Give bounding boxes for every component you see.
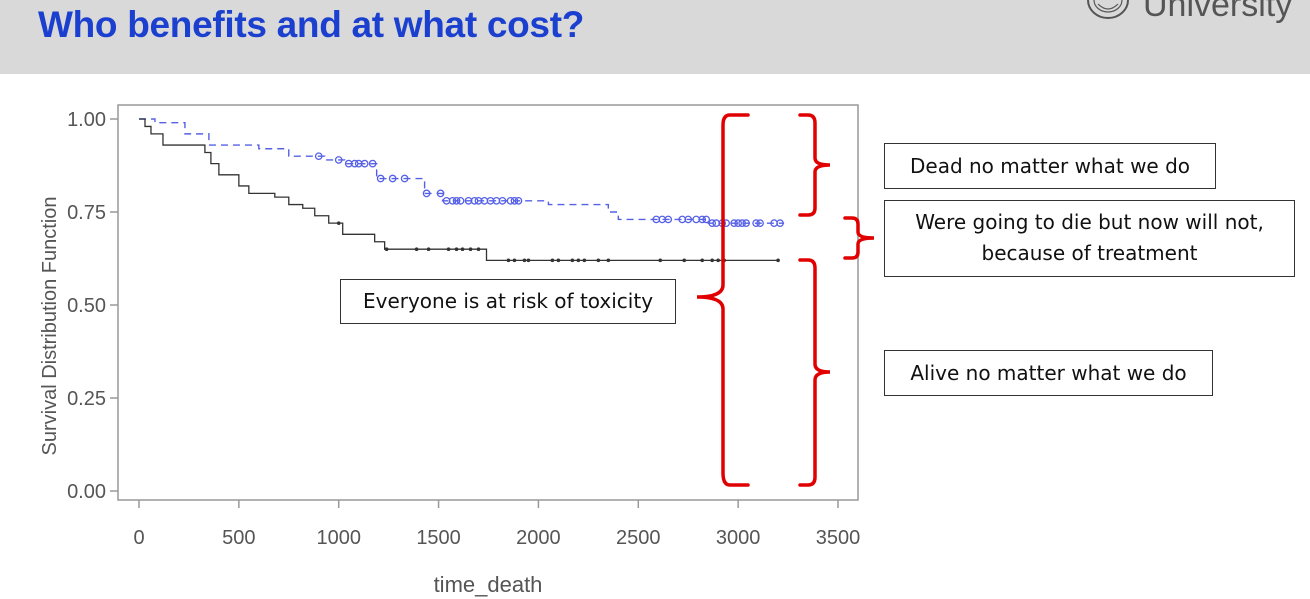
censor-mark-series-2 [576, 258, 581, 263]
x-tick-label: 2500 [616, 527, 661, 549]
x-tick-label: 1500 [416, 527, 461, 549]
y-tick-label: 0.50 [67, 295, 106, 317]
censor-mark-series-1 [730, 219, 738, 228]
censor-mark-series-1 [498, 196, 507, 205]
censor-mark-series-1 [376, 174, 385, 183]
benefit-bracket [843, 216, 875, 260]
censor-mark-series-2 [682, 258, 687, 263]
censor-mark-series-1 [664, 215, 673, 224]
callout-benefit: Were going to die but now will not, beca… [884, 200, 1295, 277]
censor-mark-series-1 [452, 196, 461, 205]
censor-mark-series-1 [388, 174, 397, 183]
censor-mark-series-1 [752, 219, 760, 228]
censor-mark-series-1 [470, 196, 479, 205]
censor-mark-series-1 [734, 219, 742, 228]
censor-mark-series-1 [708, 219, 717, 228]
x-tick-label: 0 [133, 527, 144, 549]
callout-toxicity: Everyone is at risk of toxicity [340, 279, 676, 324]
censor-mark-series-1 [738, 219, 746, 228]
risk-bracket [696, 113, 750, 487]
censor-mark-series-1 [360, 159, 369, 168]
censor-mark-series-2 [454, 247, 459, 251]
x-tick-label: 500 [222, 527, 255, 549]
callout-alive: Alive no matter what we do [884, 350, 1213, 396]
censor-mark-series-1 [742, 219, 750, 228]
x-tick-label: 2000 [516, 527, 561, 549]
censor-mark-series-2 [596, 258, 601, 263]
callout-dead: Dead no matter what we do [884, 143, 1216, 189]
censor-mark-series-1 [350, 159, 359, 168]
y-tick-label: 0.00 [67, 481, 106, 503]
censor-mark-series-2 [512, 258, 517, 263]
callout-benefit-line2: because of treatment [981, 241, 1198, 265]
censor-mark-series-1 [776, 219, 784, 228]
censor-mark-series-2 [426, 247, 431, 251]
y-tick-label: 0.25 [67, 388, 106, 410]
censor-mark-series-1 [448, 196, 457, 205]
censor-mark-series-2 [550, 258, 555, 263]
callout-benefit-line1: Were going to die but now will not, [915, 210, 1264, 234]
callout-alive-text: Alive no matter what we do [910, 361, 1187, 385]
censor-mark-series-1 [400, 174, 409, 183]
censor-mark-series-2 [460, 247, 465, 251]
censor-mark-series-1 [756, 219, 764, 228]
y-tick-label: 0.75 [67, 202, 106, 224]
censor-mark-series-1 [698, 215, 707, 224]
survival-curve-series-2 [139, 118, 779, 262]
censor-mark-series-2 [336, 221, 341, 225]
callout-toxicity-text: Everyone is at risk of toxicity [362, 289, 654, 313]
censor-mark-series-2 [414, 247, 419, 251]
censor-mark-series-2 [606, 258, 611, 263]
censor-mark-series-1 [456, 196, 465, 205]
censor-mark-series-2 [710, 258, 714, 263]
censor-mark-series-1 [702, 215, 711, 224]
censor-mark-series-1 [368, 159, 377, 168]
censor-mark-series-2 [582, 258, 587, 263]
censor-mark-series-1 [684, 215, 693, 224]
censor-mark-series-2 [522, 258, 527, 263]
censor-mark-series-1 [514, 196, 523, 205]
censor-mark-series-2 [716, 258, 720, 263]
x-axis-label: time_death [434, 572, 543, 597]
censor-mark-series-2 [570, 258, 575, 263]
alive-bracket [798, 258, 831, 487]
x-tick-label: 3000 [716, 527, 761, 549]
y-axis-label: Survival Distribution Function [39, 197, 61, 456]
censor-mark-series-2 [526, 258, 531, 263]
censor-mark-series-1 [510, 196, 519, 205]
censor-mark-series-2 [658, 258, 663, 263]
dead-bracket [798, 113, 831, 217]
survival-curve-series-1 [139, 118, 785, 224]
censor-mark-series-2 [700, 258, 704, 263]
censor-mark-series-1 [436, 189, 445, 198]
censor-mark-series-2 [506, 258, 511, 263]
x-tick-label: 1000 [316, 527, 361, 549]
university-logo-text: University [1143, 0, 1293, 24]
censor-mark-series-1 [506, 196, 515, 205]
censor-mark-series-1 [314, 152, 323, 161]
university-seal-icon [1087, 0, 1129, 19]
y-tick-label: 1.00 [67, 109, 106, 131]
censor-mark-series-2 [776, 258, 780, 263]
censor-mark-series-2 [556, 258, 561, 263]
callout-dead-text: Dead no matter what we do [909, 154, 1191, 178]
censor-mark-series-2 [446, 247, 451, 251]
censor-mark-series-2 [468, 247, 473, 251]
censor-mark-series-2 [476, 247, 481, 251]
censor-mark-series-2 [384, 247, 389, 251]
censor-mark-series-1 [334, 156, 343, 164]
slide-title: Who benefits and at what cost? [38, 4, 585, 45]
censor-mark-series-1 [422, 189, 431, 198]
slide-header: Who benefits and at what cost? Universit… [0, 0, 1310, 74]
x-tick-label: 3500 [816, 527, 861, 549]
